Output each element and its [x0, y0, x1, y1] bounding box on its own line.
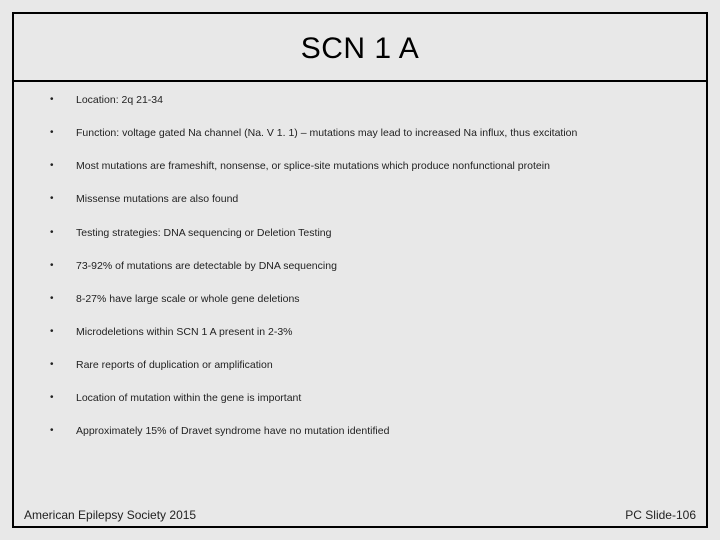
footer-right: PC Slide-106 — [625, 508, 696, 522]
list-item: Location: 2q 21-34 — [76, 94, 666, 107]
list-item: Missense mutations are also found — [76, 193, 666, 206]
list-item: Location of mutation within the gene is … — [76, 392, 666, 405]
list-item: Testing strategies: DNA sequencing or De… — [76, 227, 666, 240]
list-item: 73-92% of mutations are detectable by DN… — [76, 260, 666, 273]
bullet-list: Location: 2q 21-34 Function: voltage gat… — [76, 94, 666, 438]
list-item: Approximately 15% of Dravet syndrome hav… — [76, 425, 666, 438]
footer-left: American Epilepsy Society 2015 — [24, 508, 196, 522]
list-item: Most mutations are frameshift, nonsense,… — [76, 160, 666, 173]
slide-title: SCN 1 A — [14, 14, 706, 80]
list-item: 8-27% have large scale or whole gene del… — [76, 293, 666, 306]
list-item: Function: voltage gated Na channel (Na. … — [76, 127, 666, 140]
list-item: Rare reports of duplication or amplifica… — [76, 359, 666, 372]
slide-frame: SCN 1 A Location: 2q 21-34 Function: vol… — [12, 12, 708, 528]
footer: American Epilepsy Society 2015 PC Slide-… — [24, 508, 696, 522]
content-area: Location: 2q 21-34 Function: voltage gat… — [14, 82, 706, 466]
list-item: Microdeletions within SCN 1 A present in… — [76, 326, 666, 339]
